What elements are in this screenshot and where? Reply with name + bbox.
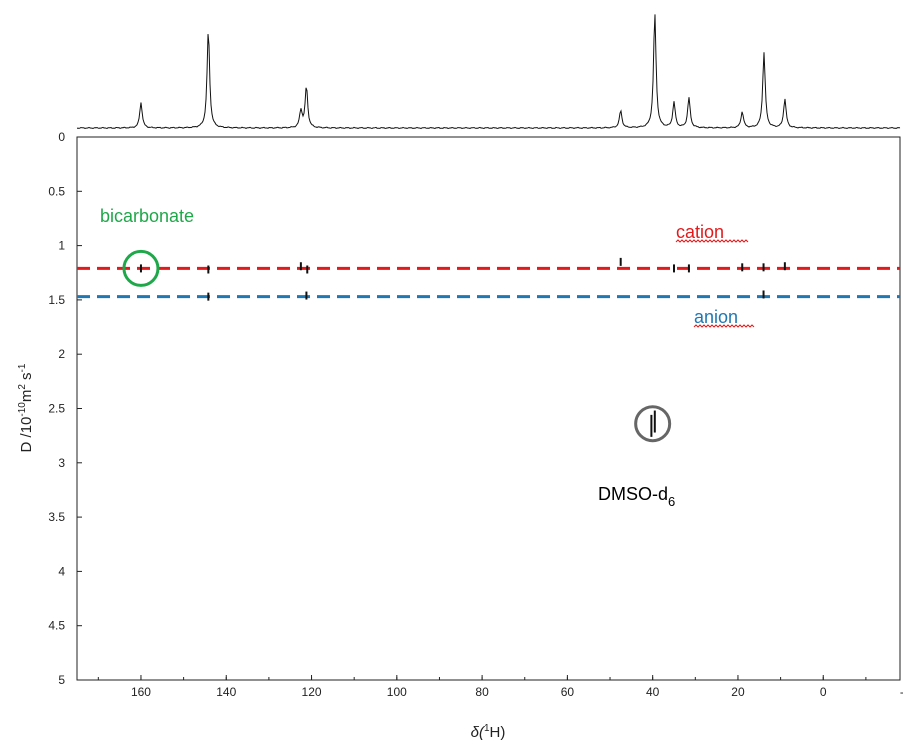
x-tick-label: -20 (900, 685, 903, 699)
ylabel-s1: -10 (17, 402, 28, 417)
ylabel-t1: D /10 (18, 417, 35, 453)
y-axis-label: D /10-10m2 s-1 (17, 363, 35, 452)
y-tick-label: 2.5 (48, 402, 65, 416)
x-tick-label: 140 (216, 685, 236, 699)
ylabel-t2: m (18, 390, 35, 403)
y-tick-label: 1 (58, 239, 65, 253)
x-tick-label: 60 (561, 685, 575, 699)
y-tick-label: 5 (58, 673, 65, 687)
x-axis: 160 140 120 100 80 60 40 20 0 -20 (97, 675, 903, 699)
annotation-circle (634, 405, 672, 443)
spectrum-trace (76, 14, 901, 130)
ylabel-s2: 2 (17, 384, 28, 390)
y-tick-label: 4 (58, 564, 65, 578)
x-axis-label: δ(1H) (471, 723, 506, 741)
y-tick-label: 1.5 (48, 293, 65, 307)
annotation-circle (122, 249, 160, 287)
y-tick-label: 0 (58, 130, 65, 144)
y-tick-label: 4.5 (48, 619, 65, 633)
x-tick-label: 80 (475, 685, 489, 699)
xlabel-prefix: δ( (471, 724, 486, 741)
xlabel-sup: 1 (484, 723, 490, 734)
dmso-subscript: 6 (668, 494, 675, 509)
anion-spellcheck-underline (693, 324, 755, 328)
xlabel-suffix: H) (490, 724, 506, 741)
annotation-bicarbonate: bicarbonate (100, 206, 194, 226)
y-tick-label: 0.5 (48, 184, 65, 198)
cross-peaks (139, 257, 786, 437)
dmso-label: DMSO-d (598, 484, 668, 504)
ylabel-s3: -1 (17, 363, 28, 372)
annotation-dmso-d6: DMSO-d6 (598, 484, 675, 509)
x-tick-label: 0 (820, 685, 827, 699)
y-tick-label: 3 (58, 456, 65, 470)
x-tick-label: 20 (731, 685, 745, 699)
plot-frame (76, 136, 901, 681)
annotation-cation: cation (676, 222, 724, 242)
y-tick-label: 2 (58, 347, 65, 361)
1d-spectrum (76, 14, 901, 130)
reference-lines (77, 266, 900, 299)
x-tick-label: 40 (646, 685, 660, 699)
annotation-circles (122, 249, 672, 443)
y-tick-label: 3.5 (48, 510, 65, 524)
x-tick-label: 100 (387, 685, 407, 699)
y-axis: 0 0.5 1 1.5 2 2.5 3 3.5 4 4.5 5 (48, 130, 82, 687)
ylabel-t3: s (18, 372, 35, 384)
annotation-anion: anion (694, 307, 738, 327)
cation-spellcheck-underline (675, 239, 749, 243)
x-tick-label: 120 (302, 685, 322, 699)
x-tick-label: 160 (131, 685, 151, 699)
